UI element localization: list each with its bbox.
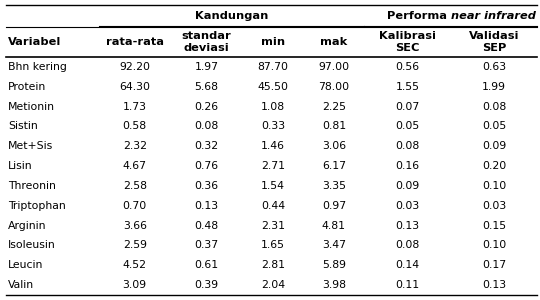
Text: Isoleusin: Isoleusin [8,240,56,250]
Text: 0.07: 0.07 [396,102,420,112]
Text: Protein: Protein [8,82,46,92]
Text: 0.13: 0.13 [482,280,506,290]
Text: 0.10: 0.10 [482,240,506,250]
Text: 6.17: 6.17 [322,161,346,171]
Text: 0.63: 0.63 [482,62,506,72]
Text: 0.14: 0.14 [396,260,420,270]
Text: 0.03: 0.03 [482,201,506,211]
Text: 45.50: 45.50 [258,82,288,92]
Text: 2.32: 2.32 [123,141,147,151]
Text: Bhn kering: Bhn kering [8,62,67,72]
Text: 92.20: 92.20 [119,62,150,72]
Text: 1.54: 1.54 [261,181,285,191]
Text: Triptophan: Triptophan [8,201,66,211]
Text: Arginin: Arginin [8,220,46,231]
Text: 0.13: 0.13 [194,201,219,211]
Text: 0.16: 0.16 [396,161,420,171]
Text: 3.66: 3.66 [123,220,147,231]
Text: Valin: Valin [8,280,34,290]
Text: 4.52: 4.52 [123,260,147,270]
Text: 0.58: 0.58 [123,122,147,131]
Text: 1.65: 1.65 [261,240,285,250]
Text: 0.33: 0.33 [261,122,285,131]
Text: 64.30: 64.30 [119,82,150,92]
Text: 0.13: 0.13 [396,220,420,231]
Text: 0.20: 0.20 [482,161,506,171]
Text: Variabel: Variabel [8,37,62,47]
Text: 2.31: 2.31 [261,220,285,231]
Text: 2.81: 2.81 [261,260,285,270]
Text: 0.03: 0.03 [396,201,420,211]
Text: 0.09: 0.09 [482,141,506,151]
Text: 3.06: 3.06 [322,141,346,151]
Text: 0.08: 0.08 [194,122,219,131]
Text: 0.97: 0.97 [322,201,346,211]
Text: 3.47: 3.47 [322,240,346,250]
Text: 0.10: 0.10 [482,181,506,191]
Text: 5.68: 5.68 [194,82,219,92]
Text: 0.09: 0.09 [396,181,420,191]
Text: Kalibrasi
SEC: Kalibrasi SEC [379,31,436,53]
Text: standar
deviasi: standar deviasi [181,31,231,53]
Text: Leucin: Leucin [8,260,43,270]
Text: 2.04: 2.04 [261,280,285,290]
Text: 0.70: 0.70 [123,201,147,211]
Text: 3.35: 3.35 [322,181,346,191]
Text: 0.56: 0.56 [396,62,420,72]
Text: Metionin: Metionin [8,102,55,112]
Text: 5.89: 5.89 [322,260,346,270]
Text: 0.05: 0.05 [482,122,506,131]
Text: 3.09: 3.09 [123,280,147,290]
Text: 0.37: 0.37 [194,240,219,250]
Text: 3.98: 3.98 [322,280,346,290]
Text: Sistin: Sistin [8,122,38,131]
Text: 1.46: 1.46 [261,141,285,151]
Text: Kandungan: Kandungan [195,11,268,21]
Text: 0.39: 0.39 [194,280,219,290]
Text: 87.70: 87.70 [258,62,288,72]
Text: Validasi
SEP: Validasi SEP [469,31,519,53]
Text: 2.25: 2.25 [322,102,346,112]
Text: 0.48: 0.48 [194,220,219,231]
Text: 0.44: 0.44 [261,201,285,211]
Text: 0.11: 0.11 [396,280,420,290]
Text: min: min [261,37,285,47]
Text: Performa: Performa [387,11,451,21]
Text: 2.71: 2.71 [261,161,285,171]
Text: 0.61: 0.61 [194,260,219,270]
Text: 1.73: 1.73 [123,102,147,112]
Text: 2.59: 2.59 [123,240,147,250]
Text: rata-rata: rata-rata [106,37,164,47]
Text: 1.55: 1.55 [396,82,420,92]
Text: 0.76: 0.76 [194,161,219,171]
Text: near infrared: near infrared [451,11,536,21]
Text: 1.08: 1.08 [261,102,285,112]
Text: 0.81: 0.81 [322,122,346,131]
Text: 0.08: 0.08 [396,141,420,151]
Text: 4.81: 4.81 [322,220,346,231]
Text: 0.15: 0.15 [482,220,506,231]
Text: Threonin: Threonin [8,181,56,191]
Text: 1.99: 1.99 [482,82,506,92]
Text: Met+Sis: Met+Sis [8,141,53,151]
Text: 1.97: 1.97 [194,62,219,72]
Text: mak: mak [320,37,348,47]
Text: 0.08: 0.08 [396,240,420,250]
Text: 2.58: 2.58 [123,181,147,191]
Text: 97.00: 97.00 [319,62,349,72]
Text: 0.36: 0.36 [194,181,219,191]
Text: Lisin: Lisin [8,161,32,171]
Text: 0.05: 0.05 [396,122,420,131]
Text: 78.00: 78.00 [319,82,349,92]
Text: 4.67: 4.67 [123,161,147,171]
Text: 0.32: 0.32 [194,141,219,151]
Text: 0.08: 0.08 [482,102,506,112]
Text: 0.26: 0.26 [194,102,219,112]
Text: 0.17: 0.17 [482,260,506,270]
